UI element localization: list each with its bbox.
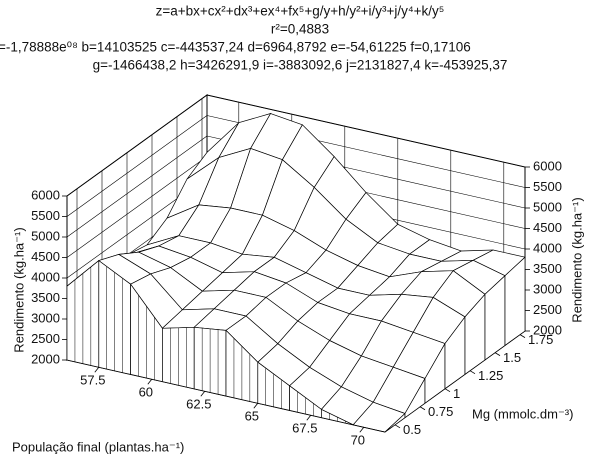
x-tick-label: 62.5 bbox=[186, 397, 211, 412]
grid-line bbox=[66, 156, 208, 258]
x-tick-label: 67.5 bbox=[292, 421, 317, 436]
x-tick bbox=[359, 426, 365, 433]
y-tick-label: 1.75 bbox=[528, 332, 553, 347]
title-line: z=a+bx+cx²+dx³+ex⁴+fx⁵+g/y+h/y²+i/y³+j/y… bbox=[156, 4, 445, 19]
z-tick-label: 6000 bbox=[533, 158, 562, 173]
z-tick-label: 3500 bbox=[533, 261, 562, 276]
z-tick-label: 3000 bbox=[31, 310, 60, 325]
z-tick-label: 4500 bbox=[31, 249, 60, 264]
z-tick-label: 2500 bbox=[533, 302, 562, 317]
y-tick-label: 1.5 bbox=[503, 350, 521, 365]
z-tick-label: 2000 bbox=[533, 322, 562, 337]
z-tick-label: 3000 bbox=[533, 281, 562, 296]
z-tick-label: 5000 bbox=[533, 199, 562, 214]
y-tick-label: 1 bbox=[453, 386, 460, 401]
z-tick-label: 2000 bbox=[31, 351, 60, 366]
grid-line bbox=[206, 94, 526, 168]
x-tick bbox=[200, 390, 206, 397]
z-tick-label: 4500 bbox=[533, 220, 562, 235]
y-tick bbox=[419, 406, 426, 411]
y-tick bbox=[394, 424, 401, 429]
y-tick-label: 1.25 bbox=[478, 368, 503, 383]
x-tick-label: 65 bbox=[245, 409, 259, 424]
y-tick-label: 0.5 bbox=[403, 422, 421, 437]
z-tick-label: 5500 bbox=[533, 179, 562, 194]
y-tick bbox=[494, 352, 501, 356]
z-tick-label: 2500 bbox=[31, 331, 60, 346]
z-tick-label: 6000 bbox=[31, 187, 60, 202]
z-tick-label: 3500 bbox=[31, 290, 60, 305]
x-axis-title: População final (plantas.ha⁻¹) bbox=[12, 439, 184, 454]
title-line: r²=0,4883 bbox=[271, 22, 329, 37]
x-tick bbox=[253, 402, 259, 409]
x-tick bbox=[306, 414, 312, 421]
y-tick bbox=[469, 370, 476, 375]
y-tick-label: 0.75 bbox=[428, 404, 453, 419]
curtain bbox=[504, 256, 526, 347]
title-line: =-1,78888e⁰⁸ b=14103525 c=-443537,24 d=6… bbox=[0, 40, 471, 55]
x-tick-label: 60 bbox=[139, 385, 153, 400]
title-line: g=-1466438,2 h=3426291,9 i=-3883092,6 j=… bbox=[93, 58, 508, 73]
z-tick-label: 5500 bbox=[31, 208, 60, 223]
y-tick bbox=[444, 388, 451, 393]
y-axis-title: Mg (mmolc.dm⁻³) bbox=[472, 406, 573, 421]
x-tick-label: 57.5 bbox=[80, 373, 105, 388]
z-tick-label: 5000 bbox=[31, 228, 60, 243]
grid-line bbox=[66, 115, 208, 217]
z-tick-label: 4000 bbox=[533, 240, 562, 255]
x-tick-label: 70 bbox=[351, 433, 365, 448]
y-tick bbox=[519, 334, 526, 338]
z-axis-title: Rendimento (kg.ha⁻¹) bbox=[569, 197, 584, 322]
grid-line bbox=[66, 94, 208, 197]
x-tick bbox=[94, 366, 100, 373]
z-axis-title: Rendimento (kg.ha⁻¹) bbox=[11, 227, 26, 352]
z-tick-label: 4000 bbox=[31, 269, 60, 284]
x-tick bbox=[147, 378, 153, 385]
grid-line bbox=[66, 135, 208, 238]
